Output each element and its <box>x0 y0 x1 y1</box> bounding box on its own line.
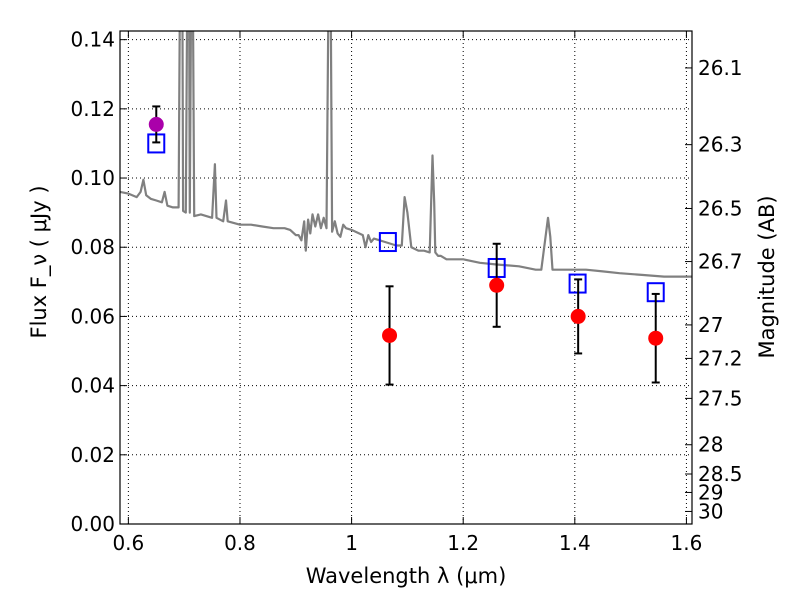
observed-photometry-series <box>148 105 664 386</box>
grid <box>120 31 692 524</box>
observed-point <box>570 308 586 324</box>
observed-point <box>382 327 398 343</box>
observed-point <box>148 116 164 132</box>
y2-tick-label: 27.5 <box>698 386 743 410</box>
y-tick-label: 0.06 <box>70 304 115 328</box>
y2-tick-label: 28.5 <box>698 462 743 486</box>
x-tick-label: 1.4 <box>559 531 591 555</box>
y2-tick-label: 26.5 <box>698 196 743 220</box>
x-axis-label: Wavelength λ (μm) <box>306 564 507 588</box>
y2-tick-label: 26.7 <box>698 250 743 274</box>
x-tick-label: 1.6 <box>671 531 703 555</box>
observed-point <box>648 330 664 346</box>
y2-tick-label: 27 <box>698 313 723 337</box>
y-tick-label: 0.14 <box>70 28 115 52</box>
y2-tick-label: 27.2 <box>698 346 743 370</box>
y2-tick-label: 29 <box>698 480 723 504</box>
x-tick-label: 1 <box>345 531 358 555</box>
y-tick-label: 0.12 <box>70 97 115 121</box>
model-spectrum-line <box>120 31 692 278</box>
model-square-marker <box>378 232 397 253</box>
y-axis-label: Flux F_ν ( μJy ) <box>27 185 52 338</box>
y-tick-label: 0.10 <box>70 166 115 190</box>
y2-tick-label: 28 <box>698 433 723 457</box>
spectrum-line <box>120 31 692 278</box>
y2-tick-label: 26.3 <box>698 133 743 157</box>
x-tick-label: 0.8 <box>224 531 256 555</box>
axis-ticks <box>120 31 692 525</box>
x-tick-label: 0.6 <box>112 531 144 555</box>
observed-point <box>489 277 505 293</box>
y-tick-label: 0.08 <box>70 235 115 259</box>
y-tick-label: 0.04 <box>70 374 115 398</box>
y2-axis-label: Magnitude (AB) <box>755 195 779 358</box>
plot-frame <box>119 30 693 525</box>
tick-labels: 0.6 0.8 1 1.2 1.4 1.6 0.00 0.02 0.04 0.06 0.08 0.10… <box>70 28 742 555</box>
x-tick-label: 1.2 <box>447 531 479 555</box>
model-photometry-series <box>147 133 665 303</box>
y2-tick-label: 26.1 <box>698 56 743 80</box>
y-tick-label: 0.00 <box>70 512 115 536</box>
y2-tick-label: 30 <box>698 499 723 523</box>
y-tick-label: 0.02 <box>70 443 115 467</box>
